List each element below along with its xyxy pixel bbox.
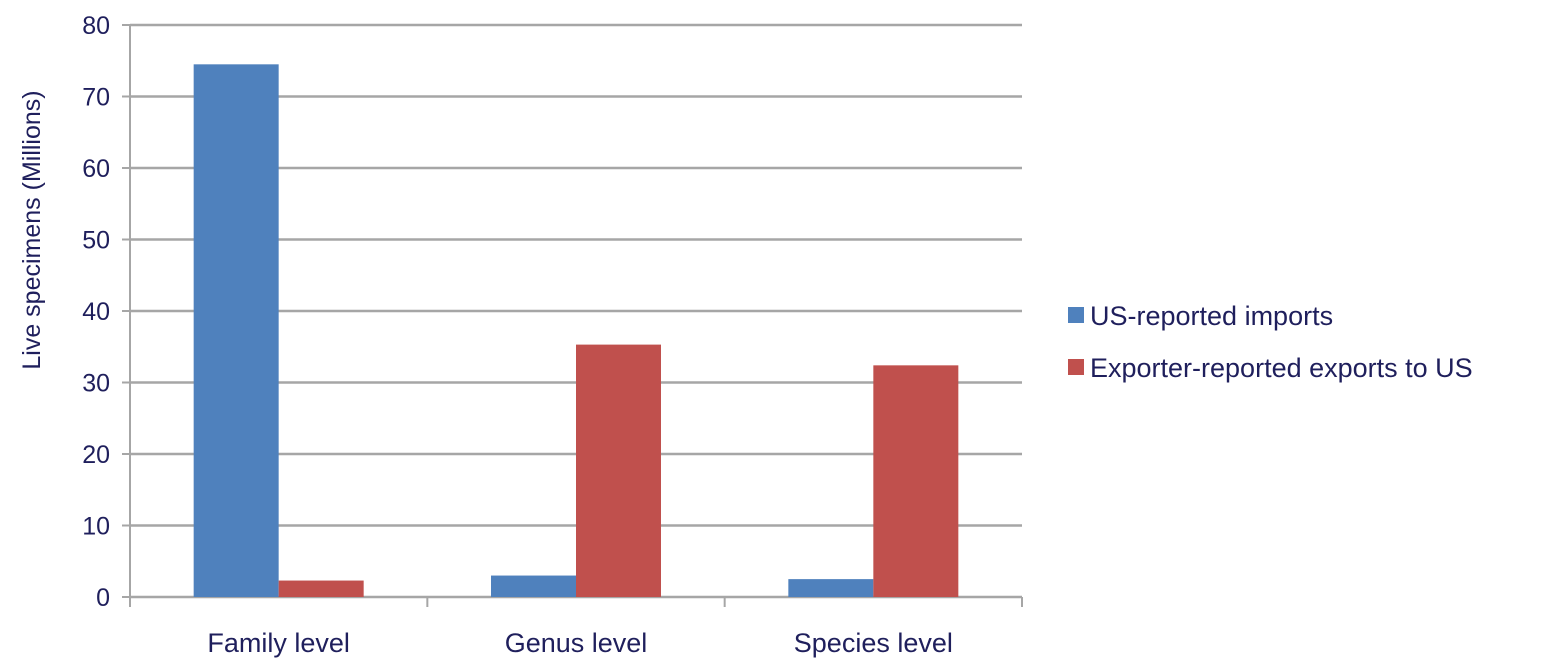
legend-label: US-reported imports	[1090, 301, 1333, 331]
x-category-label: Genus level	[505, 628, 648, 658]
y-tick-label: 40	[82, 298, 110, 326]
y-tick-label: 30	[82, 370, 110, 398]
bar	[873, 365, 958, 597]
bar	[491, 576, 576, 597]
y-tick-label: 0	[96, 584, 110, 612]
legend-swatch	[1068, 307, 1084, 323]
y-tick-label: 80	[82, 12, 110, 40]
x-category-label: Family level	[207, 628, 350, 658]
bar	[788, 579, 873, 597]
y-tick-label: 70	[82, 84, 110, 112]
bar	[576, 345, 661, 597]
y-axis-title: Live specimens (Millions)	[18, 90, 46, 369]
y-tick-label: 60	[82, 155, 110, 183]
y-tick-label: 50	[82, 227, 110, 255]
bar	[279, 581, 364, 597]
legend-label: Exporter-reported exports to US	[1090, 353, 1473, 383]
y-tick-label: 10	[82, 513, 110, 541]
x-category-label: Species level	[794, 628, 953, 658]
bars	[194, 64, 959, 597]
bar	[194, 64, 279, 597]
y-tick-label: 20	[82, 441, 110, 469]
legend: US-reported imports Exporter-reported exp…	[1068, 301, 1473, 383]
legend-swatch	[1068, 359, 1084, 375]
